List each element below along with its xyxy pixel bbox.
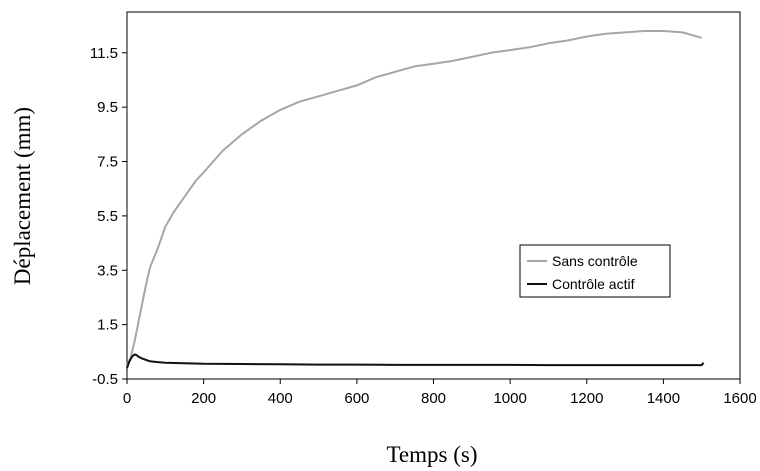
series-line-0 [126, 30, 702, 366]
y-tick-label-1: 1.5 [97, 317, 118, 334]
y-tick-label-4: 7.5 [97, 154, 118, 171]
x-axis: 0 200 400 600 800 1000 1200 1400 1600 [123, 379, 757, 407]
y-tick-label-2: 3.5 [97, 262, 118, 279]
legend: Sans contrôle Contrôle actif [519, 244, 671, 298]
legend-label-sans-controle: Sans contrôle [552, 253, 638, 269]
x-tick-label-3: 600 [344, 390, 369, 407]
x-tick-label-1: 200 [191, 390, 216, 407]
x-tick-label-0: 0 [123, 390, 131, 407]
x-tick-label-5: 1000 [493, 390, 526, 407]
x-tick-label-8: 1600 [723, 390, 756, 407]
series-layer [126, 30, 705, 369]
y-axis-title: Déplacement (mm) [10, 107, 35, 285]
y-axis: -0.5 1.5 3.5 5.5 7.5 9.5 11.5 [90, 45, 127, 388]
plot-frame [126, 11, 741, 380]
x-tick-label-4: 800 [421, 390, 446, 407]
x-tick-label-7: 1400 [647, 390, 680, 407]
x-axis-title: Temps (s) [386, 442, 477, 467]
x-tick-label-6: 1200 [570, 390, 603, 407]
y-tick-label-3: 5.5 [97, 208, 118, 225]
x-tick-label-2: 400 [268, 390, 293, 407]
y-tick-label-6: 11.5 [90, 45, 118, 62]
legend-box [519, 244, 671, 298]
y-tick-label-5: 9.5 [97, 99, 118, 116]
series-line-1 [126, 353, 705, 369]
y-tick-label-0: -0.5 [92, 371, 118, 388]
legend-label-controle-actif: Contrôle actif [552, 276, 635, 292]
plot-area [126, 11, 741, 380]
